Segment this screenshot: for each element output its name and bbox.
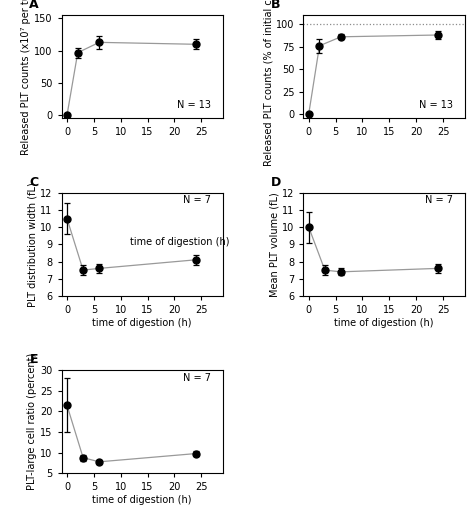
Y-axis label: PLT distribution width (fL): PLT distribution width (fL) — [27, 182, 37, 307]
Y-axis label: Released PLT counts (x10⁷ per tube): Released PLT counts (x10⁷ per tube) — [21, 0, 31, 155]
Text: N = 13: N = 13 — [419, 100, 453, 110]
Y-axis label: Mean PLT volume (fL): Mean PLT volume (fL) — [269, 192, 279, 297]
Text: N = 7: N = 7 — [425, 195, 453, 205]
X-axis label: time of digestion (h): time of digestion (h) — [92, 318, 192, 328]
Text: D: D — [271, 176, 282, 189]
X-axis label: time of digestion (h): time of digestion (h) — [334, 318, 434, 328]
Text: N = 7: N = 7 — [183, 373, 211, 383]
Y-axis label: Released PLT counts (% of initial counts): Released PLT counts (% of initial counts… — [263, 0, 273, 166]
Text: B: B — [271, 0, 281, 11]
Y-axis label: PLT-large cell ratio (percent): PLT-large cell ratio (percent) — [27, 353, 37, 490]
Text: A: A — [29, 0, 39, 11]
X-axis label: time of digestion (h): time of digestion (h) — [92, 495, 192, 505]
Text: E: E — [29, 353, 38, 366]
Text: time of digestion (h): time of digestion (h) — [130, 237, 230, 247]
Text: N = 13: N = 13 — [177, 100, 211, 110]
Text: C: C — [29, 176, 38, 189]
Text: N = 7: N = 7 — [183, 195, 211, 205]
